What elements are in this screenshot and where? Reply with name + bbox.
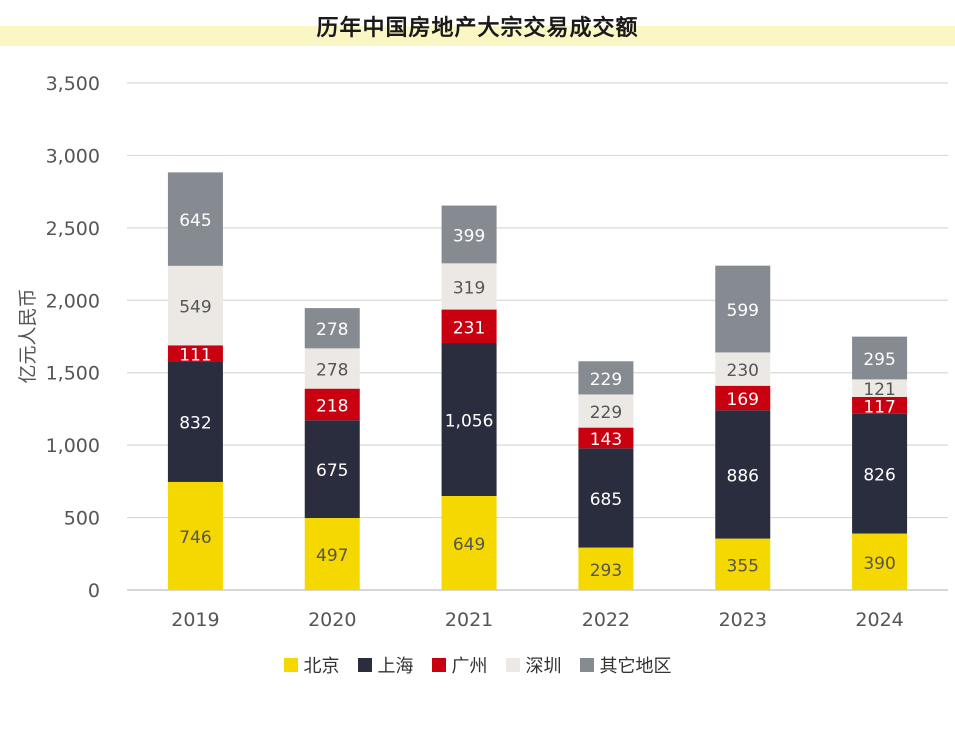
title-highlight-band [0,26,955,46]
bar-segment [304,308,360,349]
bar-segment [304,388,360,421]
legend: 北京 上海 广州 深圳 其它地区 [0,652,955,678]
y-tick-label: 1,500 [46,363,100,385]
chart-title: 历年中国房地产大宗交易成交额 [316,16,639,41]
bar-segment [578,448,634,548]
bar-segment [715,385,771,411]
bar-segment [167,265,223,346]
data-label: 230 [727,361,759,381]
data-label: 121 [863,380,895,400]
bar-segment [441,263,497,310]
y-tick-label: 1,000 [46,435,100,457]
data-label: 390 [863,554,895,574]
data-label: 218 [316,396,348,416]
bar-segment [715,265,771,353]
bar-segment [715,352,771,386]
data-label: 355 [727,556,759,576]
legend-swatch [357,658,372,672]
legend-label: 深圳 [525,656,562,677]
data-label: 231 [453,318,485,338]
data-label: 319 [453,278,485,298]
data-label: 886 [727,466,759,486]
y-tick-label: 2,500 [46,218,100,240]
bar-segment [304,420,360,519]
data-label: 826 [863,466,895,486]
bar-segment [578,547,634,590]
legend-item: 广州 [431,652,488,678]
data-label: 399 [453,226,485,246]
bar-segment [441,495,497,590]
data-label: 549 [179,298,211,318]
bar-segment [578,394,634,428]
bar-segment [441,205,497,264]
data-label: 293 [590,561,622,581]
bar-segment [441,343,497,496]
bar-segment [167,361,223,482]
data-label: 169 [727,390,759,410]
data-label: 599 [727,301,759,321]
y-axis-label: 亿元人民币 [17,288,39,383]
legend-item: 其它地区 [579,652,672,678]
legend-swatch [579,658,594,672]
data-label: 675 [316,461,348,481]
legend-swatch [431,658,446,672]
x-tick-label: 2021 [445,609,493,631]
legend-label: 上海 [377,656,414,677]
bar-segment [578,427,634,449]
bar-segment [167,345,223,362]
data-label: 117 [863,397,895,417]
bar-segment [304,348,360,389]
bar-segment [715,410,771,539]
bar-segment [304,518,360,590]
bar-segment [852,533,908,590]
x-tick-label: 2020 [308,609,356,631]
bar-segment [167,172,223,266]
legend-swatch [505,658,520,672]
data-label: 746 [179,528,211,548]
y-tick-label: 2,000 [46,290,100,312]
y-tick-label: 500 [64,508,100,530]
data-label: 832 [179,414,211,434]
data-label: 278 [316,320,348,340]
y-tick-label: 0 [88,580,100,602]
bar-segment [852,413,908,534]
bar-segment [167,481,223,590]
data-label: 645 [179,211,211,231]
x-tick-label: 2019 [171,609,219,631]
legend-label: 其它地区 [599,656,672,677]
legend-item: 上海 [357,652,414,678]
x-tick-label: 2023 [719,609,767,631]
legend-label: 北京 [303,656,340,677]
x-tick-label: 2024 [855,609,903,631]
bar-segment [852,336,908,380]
data-label: 1,056 [445,412,494,432]
bar-segment [715,538,771,590]
legend-item: 北京 [283,652,340,678]
bar-segment [852,396,908,414]
bar-segment [852,379,908,397]
data-label: 497 [316,546,348,566]
data-label: 295 [863,350,895,370]
data-label: 649 [453,535,485,555]
data-label: 229 [590,403,622,423]
data-label: 111 [179,345,211,365]
data-label: 685 [590,490,622,510]
bar-segment [441,309,497,344]
y-tick-label: 3,500 [46,73,100,95]
data-label: 278 [316,361,348,381]
data-label: 143 [590,430,622,450]
data-label: 229 [590,370,622,390]
legend-item: 深圳 [505,652,562,678]
bar-segment [578,361,634,395]
x-tick-label: 2022 [582,609,630,631]
legend-swatch [283,658,298,672]
legend-label: 广州 [451,656,488,677]
y-tick-label: 3,000 [46,145,100,167]
